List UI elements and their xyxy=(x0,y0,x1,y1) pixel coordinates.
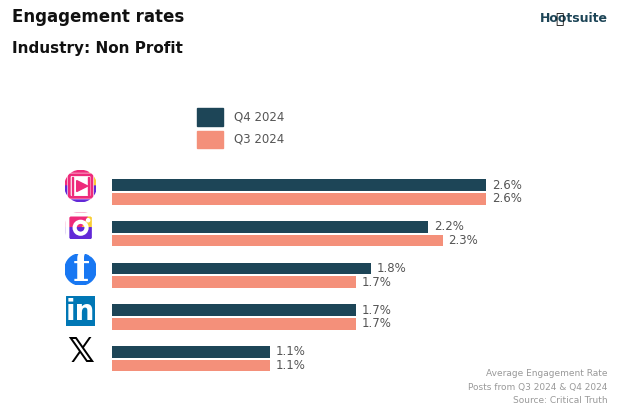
Text: 2.2%: 2.2% xyxy=(434,220,464,233)
Bar xyxy=(112,193,486,204)
Text: 1.1%: 1.1% xyxy=(276,359,306,372)
Bar xyxy=(112,235,443,246)
Text: f: f xyxy=(73,251,90,289)
FancyBboxPatch shape xyxy=(68,173,93,199)
Text: 1.7%: 1.7% xyxy=(362,317,392,330)
Text: Q3 2024: Q3 2024 xyxy=(234,133,284,146)
Bar xyxy=(112,276,356,288)
Text: 2.6%: 2.6% xyxy=(492,178,521,192)
Bar xyxy=(112,346,270,358)
Text: Engagement rates: Engagement rates xyxy=(12,8,185,26)
Text: 𝕏: 𝕏 xyxy=(67,336,94,369)
Wedge shape xyxy=(65,170,89,186)
Wedge shape xyxy=(65,186,96,202)
Bar xyxy=(112,304,356,316)
Text: 2.6%: 2.6% xyxy=(492,192,521,205)
Text: 1.7%: 1.7% xyxy=(362,304,392,317)
Bar xyxy=(112,360,270,371)
Wedge shape xyxy=(81,214,96,228)
Text: 1.1%: 1.1% xyxy=(276,345,306,358)
Wedge shape xyxy=(65,228,96,243)
Text: Average Engagement Rate
Posts from Q3 2024 & Q4 2024
Source: Critical Truth: Average Engagement Rate Posts from Q3 20… xyxy=(468,369,608,405)
Text: Hootsuite: Hootsuite xyxy=(539,12,608,25)
Polygon shape xyxy=(77,180,87,192)
Bar xyxy=(112,179,486,191)
Text: in: in xyxy=(66,298,95,326)
Bar xyxy=(112,318,356,330)
Bar xyxy=(197,108,223,126)
Bar xyxy=(72,177,73,195)
Text: 1.7%: 1.7% xyxy=(362,275,392,289)
Circle shape xyxy=(65,254,96,285)
Text: 1.8%: 1.8% xyxy=(376,262,406,275)
Text: 2.3%: 2.3% xyxy=(448,234,478,247)
Text: Industry: Non Profit: Industry: Non Profit xyxy=(12,41,184,56)
Bar xyxy=(112,221,428,233)
Text: Q4 2024: Q4 2024 xyxy=(234,111,284,123)
Bar xyxy=(87,177,89,195)
Text: 🦉: 🦉 xyxy=(555,12,564,26)
Wedge shape xyxy=(81,173,96,186)
FancyBboxPatch shape xyxy=(66,296,95,326)
Bar xyxy=(197,131,223,148)
Circle shape xyxy=(87,218,90,222)
Wedge shape xyxy=(65,212,89,228)
Bar xyxy=(112,263,371,274)
